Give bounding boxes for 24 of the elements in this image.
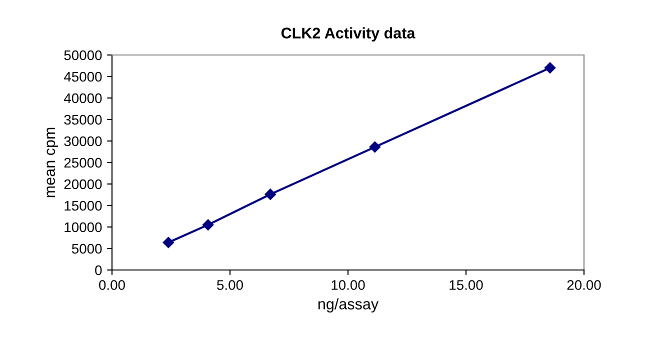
y-tick-label: 25000 (64, 158, 102, 168)
y-tick-label: 50000 (64, 50, 102, 60)
x-tick-label: 10.00 (332, 280, 365, 290)
y-tick-label: 20000 (64, 179, 102, 190)
point (162, 236, 174, 248)
point (544, 62, 556, 74)
y-tick-label: 5000 (72, 244, 102, 254)
point (369, 141, 381, 153)
chart-title: CLK2 Activity data (281, 27, 416, 42)
y-tick-label: 40000 (64, 93, 102, 104)
y-tick-label: 45000 (64, 72, 102, 82)
x-axis-title: ng/assay (318, 298, 379, 312)
y-tick-label: 0 (95, 265, 102, 276)
y-axis-title: mean cpm (46, 128, 58, 198)
x-tick-label: 20.00 (567, 280, 601, 290)
point (202, 219, 214, 230)
y-tick-label: 10000 (64, 222, 102, 232)
point (264, 188, 276, 200)
x-tick-label: 5.00 (217, 280, 243, 290)
y-tick-label: 15000 (64, 200, 102, 211)
y-tick-label: 35000 (64, 114, 102, 125)
x-tick-label: 15.00 (450, 280, 483, 290)
y-tick-label: 30000 (64, 136, 102, 146)
x-tick-label: 0.00 (99, 280, 125, 290)
